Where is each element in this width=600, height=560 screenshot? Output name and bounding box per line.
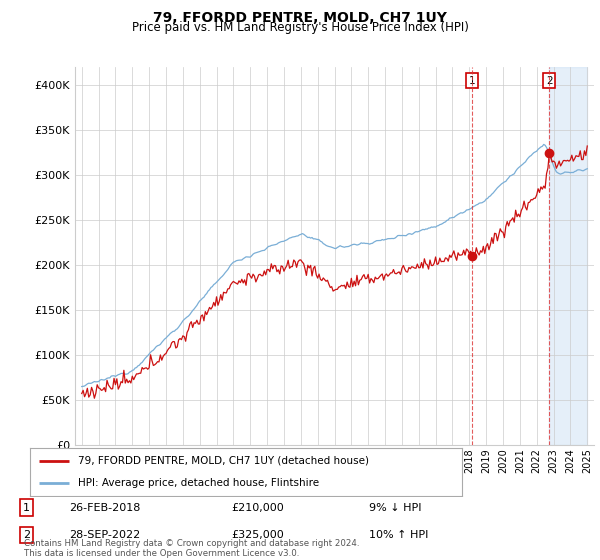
Text: 79, FFORDD PENTRE, MOLD, CH7 1UY: 79, FFORDD PENTRE, MOLD, CH7 1UY	[153, 11, 447, 25]
Text: £325,000: £325,000	[231, 530, 284, 540]
Text: 2: 2	[23, 530, 30, 540]
Text: 2: 2	[546, 76, 553, 86]
Text: HPI: Average price, detached house, Flintshire: HPI: Average price, detached house, Flin…	[77, 478, 319, 488]
Text: 1: 1	[469, 76, 475, 86]
Text: 28-SEP-2022: 28-SEP-2022	[70, 530, 141, 540]
Text: 1: 1	[23, 502, 30, 512]
Text: 79, FFORDD PENTRE, MOLD, CH7 1UY (detached house): 79, FFORDD PENTRE, MOLD, CH7 1UY (detach…	[77, 456, 368, 466]
Text: 10% ↑ HPI: 10% ↑ HPI	[369, 530, 428, 540]
Text: 26-FEB-2018: 26-FEB-2018	[70, 502, 141, 512]
Text: Contains HM Land Registry data © Crown copyright and database right 2024.
This d: Contains HM Land Registry data © Crown c…	[24, 539, 359, 558]
Text: 9% ↓ HPI: 9% ↓ HPI	[369, 502, 422, 512]
Text: Price paid vs. HM Land Registry's House Price Index (HPI): Price paid vs. HM Land Registry's House …	[131, 21, 469, 34]
Text: £210,000: £210,000	[231, 502, 284, 512]
